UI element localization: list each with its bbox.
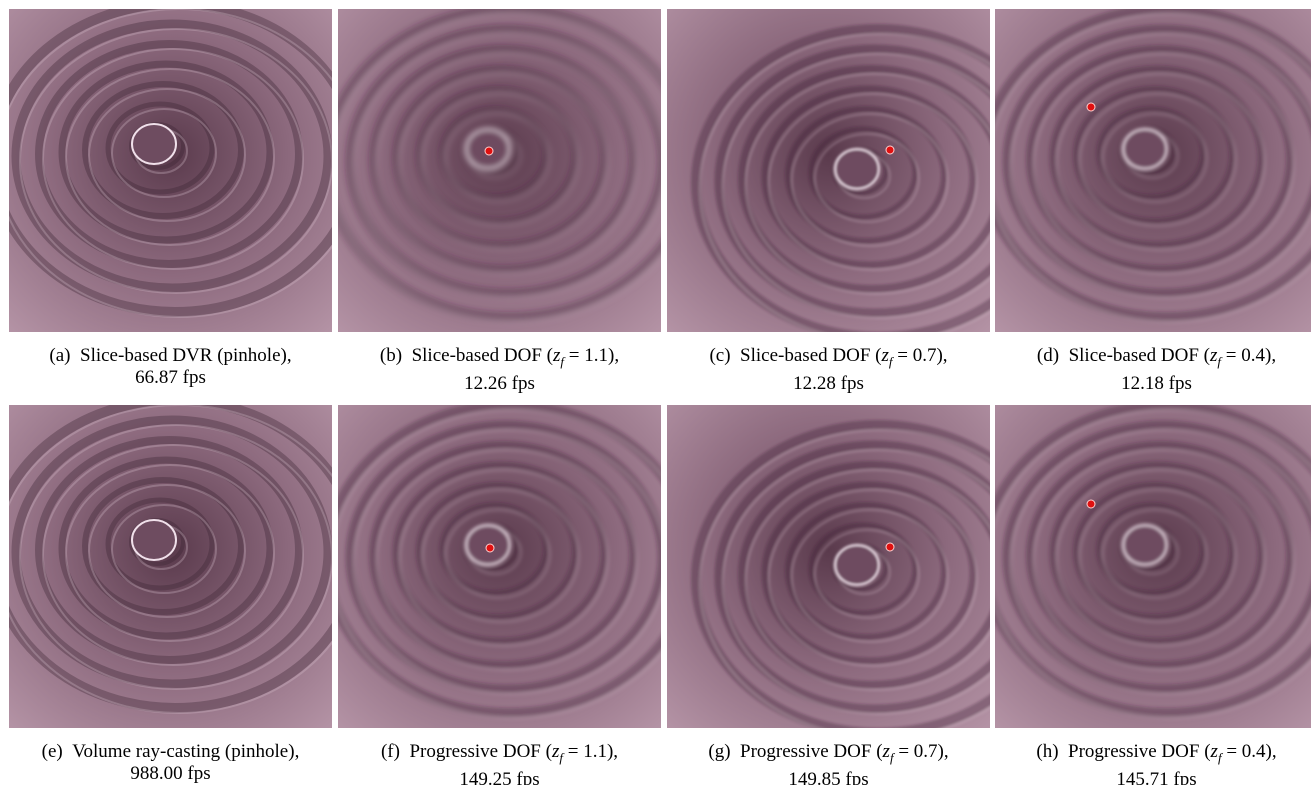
caption-label: (g)	[708, 741, 730, 762]
math-var: z	[883, 741, 890, 762]
math-rest: = 0.7),	[898, 741, 948, 762]
math-rest: = 0.7),	[897, 345, 947, 366]
math-var: z	[881, 345, 888, 366]
rendered-image	[338, 405, 661, 728]
rendered-image	[995, 405, 1311, 728]
caption-label: (h)	[1036, 741, 1058, 762]
rendered-image	[667, 9, 990, 332]
caption-text: Volume ray-casting (pinhole),	[72, 741, 299, 762]
caption-label: (d)	[1037, 345, 1059, 366]
figure: (a) Slice-based DVR (pinhole),66.87 fps(…	[0, 0, 1311, 785]
focus-point	[486, 544, 494, 552]
panel: (g) Progressive DOF (zf = 0.7),149.85 fp…	[667, 405, 990, 728]
panel: (d) Slice-based DOF (zf = 0.4),12.18 fps	[995, 9, 1311, 332]
math-rest: = 0.4),	[1226, 741, 1276, 762]
rendered-image	[9, 9, 332, 332]
caption: (a) Slice-based DVR (pinhole),66.87 fps	[0, 345, 352, 389]
panel: (b) Slice-based DOF (zf = 1.1),12.26 fps	[338, 9, 661, 332]
caption: (c) Slice-based DOF (zf = 0.7), 12.28 fps	[647, 345, 1010, 395]
caption-text: Slice-based DOF (	[1069, 345, 1210, 366]
caption: (b) Slice-based DOF (zf = 1.1),12.26 fps	[318, 345, 681, 395]
math-rest: = 1.1),	[568, 741, 618, 762]
panel: (f) Progressive DOF (zf = 1.1),149.25 fp…	[338, 405, 661, 728]
focus-point	[886, 146, 894, 154]
caption-text: Progressive DOF (	[1068, 741, 1211, 762]
caption-label: (f)	[381, 741, 400, 762]
panel: (c) Slice-based DOF (zf = 0.7),12.28 fps	[667, 9, 990, 332]
caption-fps: 145.71 fps	[1116, 769, 1196, 785]
math-rest: = 0.4),	[1226, 345, 1276, 366]
math-sub: f	[560, 354, 564, 369]
math-sub: f	[1217, 354, 1221, 369]
caption-fps: 149.25 fps	[459, 769, 539, 785]
caption: (h) Progressive DOF (zf = 0.4), 145.71 fp…	[975, 741, 1311, 785]
rendered-image	[338, 9, 661, 332]
caption-text: Slice-based DVR (pinhole),	[80, 345, 292, 366]
math-sub: f	[890, 750, 894, 765]
caption-label: (c)	[709, 345, 730, 366]
caption-fps: 12.28 fps	[793, 373, 864, 394]
caption-fps: 12.26 fps	[464, 373, 535, 394]
focus-point	[1087, 500, 1095, 508]
caption-text: Slice-based DOF (	[740, 345, 881, 366]
caption: (d) Slice-based DOF (zf = 0.4),12.18 fps	[975, 345, 1311, 395]
caption: (f) Progressive DOF (zf = 1.1),149.25 fp…	[318, 741, 681, 785]
caption-label: (b)	[380, 345, 402, 366]
rendered-image	[9, 405, 332, 728]
rendered-image	[995, 9, 1311, 332]
math-var: z	[1211, 741, 1218, 762]
caption: (g) Progressive DOF (zf = 0.7), 149.85 fp…	[647, 741, 1010, 785]
math-sub: f	[889, 354, 893, 369]
caption-fps: 12.18 fps	[1121, 373, 1192, 394]
math-sub: f	[559, 750, 563, 765]
caption-label: (e)	[42, 741, 63, 762]
focus-point	[1087, 103, 1095, 111]
panel: (a) Slice-based DVR (pinhole),66.87 fps	[9, 9, 332, 332]
focus-point	[485, 147, 493, 155]
math-sub: f	[1218, 750, 1222, 765]
caption-fps: 66.87 fps	[135, 367, 206, 388]
caption-fps: 988.00 fps	[130, 763, 210, 784]
focus-point	[886, 543, 894, 551]
panel: (h) Progressive DOF (zf = 0.4),145.71 fp…	[995, 405, 1311, 728]
caption-text: Slice-based DOF (	[412, 345, 553, 366]
panel: (e) Volume ray-casting (pinhole),988.00 …	[9, 405, 332, 728]
caption-label: (a)	[49, 345, 70, 366]
caption-text: Progressive DOF (	[740, 741, 883, 762]
caption-fps: 149.85 fps	[788, 769, 868, 785]
math-rest: = 1.1),	[569, 345, 619, 366]
caption-text: Progressive DOF (	[409, 741, 552, 762]
caption: (e) Volume ray-casting (pinhole),988.00 …	[0, 741, 352, 785]
rendered-image	[667, 405, 990, 728]
